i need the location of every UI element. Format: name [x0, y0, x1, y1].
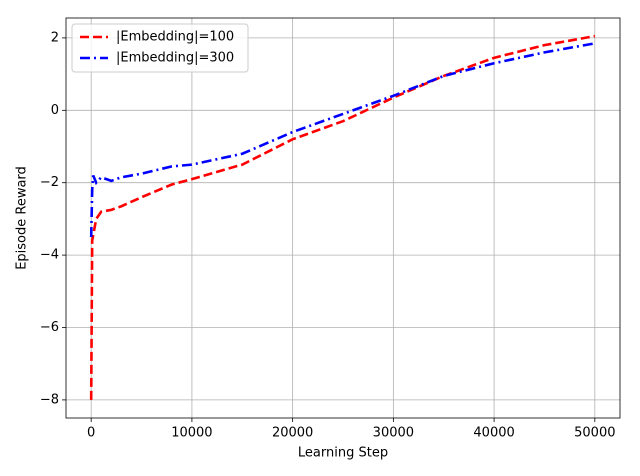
y-tick-label: −4 — [40, 248, 59, 263]
legend: |Embedding|=100 |Embedding|=300 — [71, 23, 249, 73]
x-tick-label: 40000 — [473, 426, 514, 441]
x-tick-label: 0 — [87, 426, 95, 441]
y-tick-label: 2 — [51, 30, 59, 45]
data-line — [89, 34, 596, 400]
x-tick-label: 30000 — [373, 426, 414, 441]
x-tick-label: 20000 — [272, 426, 313, 441]
y-tick-label: −2 — [40, 175, 59, 190]
y-tick-label: −8 — [40, 392, 59, 407]
y-tick-label: 0 — [51, 103, 59, 118]
plot-frame — [65, 17, 621, 419]
legend-box — [71, 23, 249, 73]
x-tick-label: 50000 — [574, 426, 615, 441]
x-axis-label: Learning Step — [298, 446, 388, 461]
data-line — [89, 42, 596, 238]
legend-label: |Embedding|=100 — [116, 30, 234, 45]
x-tick-label: 10000 — [171, 426, 212, 441]
y-tick-label: −6 — [40, 320, 59, 335]
legend-label: |Embedding|=300 — [116, 51, 234, 66]
y-axis-label: Episode Reward — [15, 166, 30, 270]
